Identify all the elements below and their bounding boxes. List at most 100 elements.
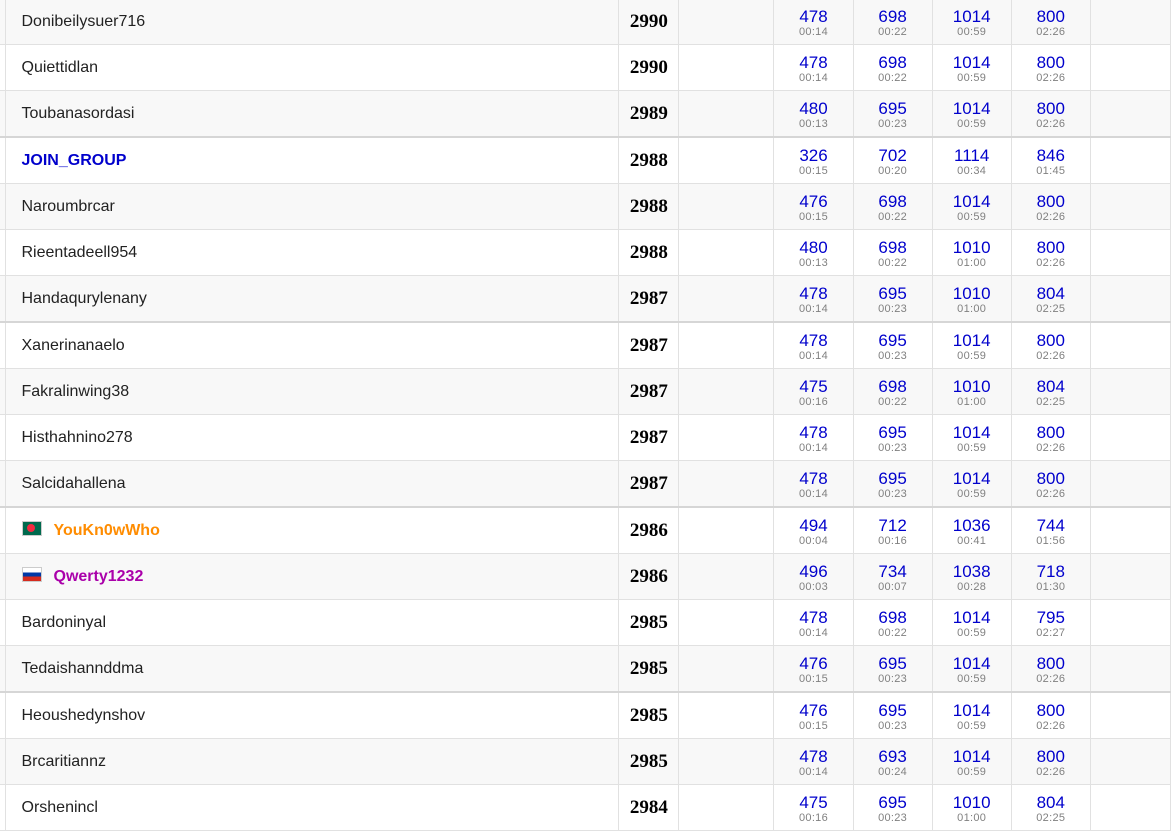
problem-result-cell[interactable]: 1036 00:41 [932, 507, 1012, 554]
problem-result-cell[interactable]: 695 00:23 [853, 784, 933, 831]
problem-result-cell[interactable]: 478 00:14 [773, 322, 854, 369]
problem-result-cell[interactable]: 494 00:04 [773, 507, 854, 554]
problem-result-cell[interactable]: 326 00:15 [773, 137, 854, 184]
problem-result-cell[interactable]: 693 00:24 [853, 738, 933, 785]
participant-handle[interactable]: Orshenincl [21, 798, 98, 816]
problem-result-cell[interactable]: 695 00:23 [853, 90, 933, 138]
problem-result-cell[interactable]: 698 00:22 [853, 229, 933, 276]
problem-score: 1014 [952, 607, 991, 627]
problem-result-cell[interactable]: 702 00:20 [853, 137, 933, 184]
problem-result-cell[interactable]: 800 02:26 [1011, 738, 1091, 785]
problem-result-cell[interactable]: 800 02:26 [1011, 322, 1091, 369]
problem-result-cell[interactable]: 1014 00:59 [932, 599, 1012, 646]
participant-handle[interactable]: Naroumbrcar [21, 197, 115, 215]
problem-result-cell[interactable]: 804 02:25 [1011, 275, 1091, 323]
problem-result-cell[interactable]: 744 01:56 [1011, 507, 1091, 554]
problem-result-cell[interactable]: 698 00:22 [853, 0, 933, 45]
problem-result-cell[interactable]: 846 01:45 [1011, 137, 1091, 184]
participant-cell: Histhahnino278 [5, 414, 620, 461]
problem-result-cell[interactable]: 478 00:14 [773, 44, 854, 91]
problem-result-cell[interactable]: 712 00:16 [853, 507, 933, 554]
participant-handle[interactable]: Heoushedynshov [21, 706, 146, 724]
problem-result-cell[interactable]: 1014 00:59 [932, 183, 1012, 230]
problem-result-cell[interactable]: 800 02:26 [1011, 90, 1091, 138]
problem-result-cell[interactable]: 695 00:23 [853, 692, 933, 739]
problem-result-cell[interactable]: 1014 00:59 [932, 0, 1012, 45]
problem-result-cell[interactable]: 695 00:23 [853, 645, 933, 693]
problem-result-cell[interactable]: 795 02:27 [1011, 599, 1091, 646]
problem-result-cell[interactable]: 800 02:26 [1011, 0, 1091, 45]
problem-score: 846 [1036, 145, 1065, 165]
problem-result-cell[interactable]: 718 01:30 [1011, 553, 1091, 600]
participant-handle[interactable]: Histhahnino278 [21, 428, 133, 446]
problem-result-cell[interactable]: 1014 00:59 [932, 645, 1012, 693]
participant-handle[interactable]: Handaqurylenany [21, 289, 147, 307]
problem-result-cell[interactable]: 1014 00:59 [932, 322, 1012, 369]
problem-result-cell[interactable]: 698 00:22 [853, 368, 933, 415]
total-points: 2990 [618, 44, 680, 91]
participant-handle[interactable]: Qwerty1232 [53, 568, 144, 585]
participant-handle[interactable]: Salcidahallena [21, 474, 126, 492]
problem-result-cell[interactable]: 496 00:03 [773, 553, 854, 600]
problem-result-cell[interactable]: 1010 01:00 [932, 368, 1012, 415]
problem-result-cell[interactable]: 800 02:26 [1011, 645, 1091, 693]
problem-result-cell[interactable]: 1014 00:59 [932, 738, 1012, 785]
participant-handle[interactable]: Quiettidlan [21, 58, 99, 76]
problem-result-cell[interactable]: 698 00:22 [853, 44, 933, 91]
problem-result-cell[interactable]: 695 00:23 [853, 275, 933, 323]
problem-result-cell[interactable]: 698 00:22 [853, 183, 933, 230]
problem-result-cell[interactable]: 804 02:25 [1011, 368, 1091, 415]
problem-result-cell[interactable]: 1114 00:34 [932, 137, 1012, 184]
problem-result-cell[interactable]: 695 00:23 [853, 322, 933, 369]
participant-handle[interactable]: Brcaritiannz [21, 752, 106, 770]
participant-cell: Fakralinwing38 [5, 368, 620, 415]
problem-result-cell[interactable]: 476 00:15 [773, 692, 854, 739]
participant-handle[interactable]: JOIN_GROUP [21, 151, 127, 169]
participant-handle[interactable]: Xanerinanaelo [21, 336, 125, 354]
problem-result-cell[interactable]: 800 02:26 [1011, 414, 1091, 461]
problem-result-cell[interactable]: 1038 00:28 [932, 553, 1012, 600]
participant-handle[interactable]: Donibeilysuer716 [21, 12, 146, 30]
bangladesh-flag-icon [21, 521, 42, 536]
problem-result-cell[interactable]: 800 02:26 [1011, 692, 1091, 739]
problem-result-cell[interactable]: 1010 01:00 [932, 275, 1012, 323]
problem-result-cell[interactable]: 800 02:26 [1011, 44, 1091, 91]
problem-result-cell[interactable]: 478 00:14 [773, 0, 854, 45]
participant-handle[interactable]: Fakralinwing38 [21, 382, 130, 400]
problem-result-cell[interactable]: 695 00:23 [853, 460, 933, 508]
problem-result-cell[interactable]: 480 00:13 [773, 90, 854, 138]
participant-handle[interactable]: Tedaishannddma [21, 659, 144, 677]
problem-result-cell[interactable]: 475 00:16 [773, 368, 854, 415]
total-points: 2990 [618, 0, 680, 45]
problem-result-cell[interactable]: 800 02:26 [1011, 460, 1091, 508]
problem-result-cell[interactable]: 478 00:14 [773, 414, 854, 461]
problem-result-cell[interactable]: 478 00:14 [773, 599, 854, 646]
problem-result-cell[interactable]: 1014 00:59 [932, 414, 1012, 461]
problem-result-cell[interactable]: 800 02:26 [1011, 229, 1091, 276]
trailing-cell [1090, 183, 1171, 230]
problem-time: 00:23 [878, 349, 908, 362]
problem-result-cell[interactable]: 478 00:14 [773, 738, 854, 785]
problem-score: 480 [799, 237, 828, 257]
problem-result-cell[interactable]: 1014 00:59 [932, 44, 1012, 91]
problem-result-cell[interactable]: 1014 00:59 [932, 692, 1012, 739]
problem-result-cell[interactable]: 695 00:23 [853, 414, 933, 461]
participant-handle[interactable]: YouKn0wWho [53, 522, 160, 539]
total-points: 2986 [618, 507, 680, 554]
problem-result-cell[interactable]: 1014 00:59 [932, 90, 1012, 138]
problem-result-cell[interactable]: 698 00:22 [853, 599, 933, 646]
problem-result-cell[interactable]: 734 00:07 [853, 553, 933, 600]
participant-handle[interactable]: Rieentadeell954 [21, 243, 138, 261]
problem-result-cell[interactable]: 480 00:13 [773, 229, 854, 276]
problem-result-cell[interactable]: 1010 01:00 [932, 229, 1012, 276]
problem-result-cell[interactable]: 478 00:14 [773, 460, 854, 508]
problem-result-cell[interactable]: 478 00:14 [773, 275, 854, 323]
problem-result-cell[interactable]: 476 00:15 [773, 183, 854, 230]
participant-handle[interactable]: Toubanasordasi [21, 104, 135, 122]
problem-result-cell[interactable]: 1014 00:59 [932, 460, 1012, 508]
problem-result-cell[interactable]: 476 00:15 [773, 645, 854, 693]
participant-handle[interactable]: Bardoninyal [21, 613, 107, 631]
problem-result-cell[interactable]: 475 00:16 [773, 784, 854, 831]
problem-result-cell[interactable]: 800 02:26 [1011, 183, 1091, 230]
problem-time: 01:00 [957, 811, 987, 824]
